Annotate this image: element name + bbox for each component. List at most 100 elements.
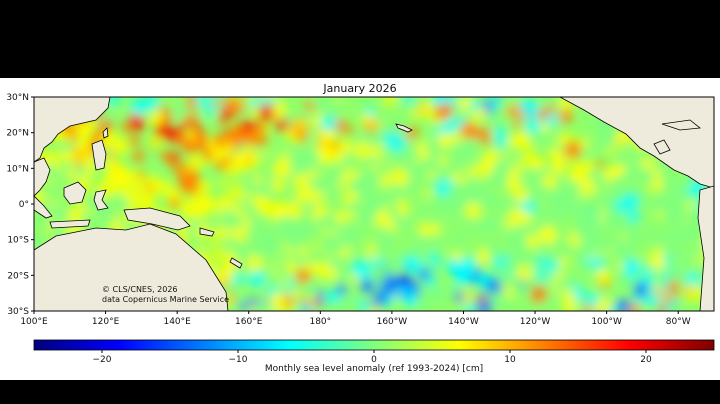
anomaly-blob [241, 119, 257, 135]
land-masses [34, 97, 714, 311]
anomaly-blob [630, 262, 641, 273]
anomaly-blob [665, 185, 682, 203]
anomaly-blob [631, 184, 638, 191]
anomaly-blob [161, 180, 173, 192]
anomaly-blob [437, 168, 452, 182]
anomaly-blob [590, 256, 604, 270]
anomaly-blob [678, 206, 686, 213]
anomaly-blob [239, 302, 248, 311]
anomaly-blob [425, 140, 441, 156]
anomaly-blob [569, 181, 576, 187]
anomaly-blob [471, 183, 480, 192]
anomaly-blob [469, 99, 482, 112]
anomaly-blob [218, 194, 232, 209]
anomaly-blob [425, 275, 437, 287]
anomaly-blob [351, 259, 369, 276]
credit-text: © CLS/CNES, 2026 data Copernicus Marine … [102, 285, 229, 305]
anomaly-blob [401, 288, 410, 298]
anomaly-blob [220, 207, 236, 223]
anomaly-blob [501, 223, 510, 232]
anomaly-blob [372, 240, 390, 258]
anomaly-blob [224, 127, 232, 136]
anomaly-blob [286, 288, 294, 296]
anomaly-blob [537, 108, 550, 121]
anomaly-blob [184, 113, 199, 128]
anomaly-blob [683, 232, 697, 245]
anomaly-blob [489, 194, 500, 206]
anomaly-blob [588, 221, 604, 238]
anomaly-blob [408, 132, 416, 141]
anomaly-blob [251, 192, 268, 209]
anomaly-blob [60, 131, 72, 142]
anomaly-blob [188, 154, 204, 171]
anomaly-blob [652, 197, 669, 214]
anomaly-blob [561, 289, 576, 304]
anomaly-blob [376, 192, 390, 206]
anomaly-blob [215, 153, 222, 160]
anomaly-blob [542, 131, 551, 141]
anomaly-blob [671, 227, 685, 240]
anomaly-blob [177, 133, 191, 147]
anomaly-blob [599, 126, 617, 145]
anomaly-blob [494, 136, 507, 148]
anomaly-blob [281, 278, 288, 286]
anomaly-blob [546, 217, 554, 226]
anomaly-blob [337, 117, 344, 124]
anomaly-blob [295, 268, 311, 285]
colorbar-label: Monthly sea level anomaly (ref 1993-2024… [264, 364, 484, 374]
anomaly-blob [452, 142, 462, 152]
anomaly-blob [204, 150, 214, 160]
anomaly-blob [509, 152, 517, 161]
anomaly-blob [564, 247, 573, 257]
anomaly-blob [417, 222, 431, 236]
anomaly-blob [406, 162, 416, 172]
anomaly-blob [613, 234, 623, 243]
anomaly-blob [591, 172, 607, 189]
anomaly-blob [326, 186, 337, 197]
anomaly-blob [470, 118, 478, 126]
anomaly-blob [579, 240, 586, 248]
anomaly-blob [374, 212, 392, 229]
anomaly-blob [378, 159, 386, 167]
colorbar-tick-label: 0 [371, 355, 377, 365]
anomaly-blob [103, 171, 115, 183]
anomaly-blob [424, 156, 442, 173]
anomaly-blob [493, 157, 512, 176]
anomaly-blob [436, 133, 446, 143]
anomaly-blob [286, 277, 294, 285]
anomaly-blob [435, 98, 443, 106]
anomaly-blob [529, 285, 548, 304]
anomaly-blob [519, 98, 538, 117]
anomaly-blob [387, 274, 398, 285]
south-america [697, 185, 714, 311]
anomaly-blob [322, 130, 335, 144]
anomaly-blob [333, 231, 340, 238]
anomaly-blob [494, 126, 506, 138]
anomaly-blob [685, 209, 701, 226]
anomaly-blob [458, 266, 475, 282]
lon-tick-label: 140°E [163, 317, 191, 327]
anomaly-blob [213, 249, 226, 262]
anomaly-blob [572, 199, 585, 212]
anomaly-blob [434, 180, 449, 196]
anomaly-blob [136, 186, 151, 201]
anomaly-blob [502, 231, 510, 239]
anomaly-blob [439, 118, 446, 125]
anomaly-blob [272, 206, 283, 217]
colorbar [33, 339, 715, 351]
anomaly-blob [248, 270, 266, 288]
figure: January 2026 [0, 78, 720, 380]
anomaly-blob [540, 266, 552, 278]
anomaly-blob [242, 131, 258, 146]
anomaly-blob [431, 287, 444, 300]
anomaly-blob [347, 199, 361, 213]
anomaly-blob [214, 160, 225, 170]
colorbar-axis: −20 −10 0 10 20 [93, 350, 652, 365]
australia [34, 223, 229, 311]
anomaly-blob [336, 284, 348, 296]
anomaly-blob [277, 219, 292, 234]
anomaly-blob [408, 99, 421, 111]
anomaly-blob [341, 157, 351, 167]
anomaly-blob [278, 299, 285, 306]
anomaly-blob [244, 97, 251, 103]
